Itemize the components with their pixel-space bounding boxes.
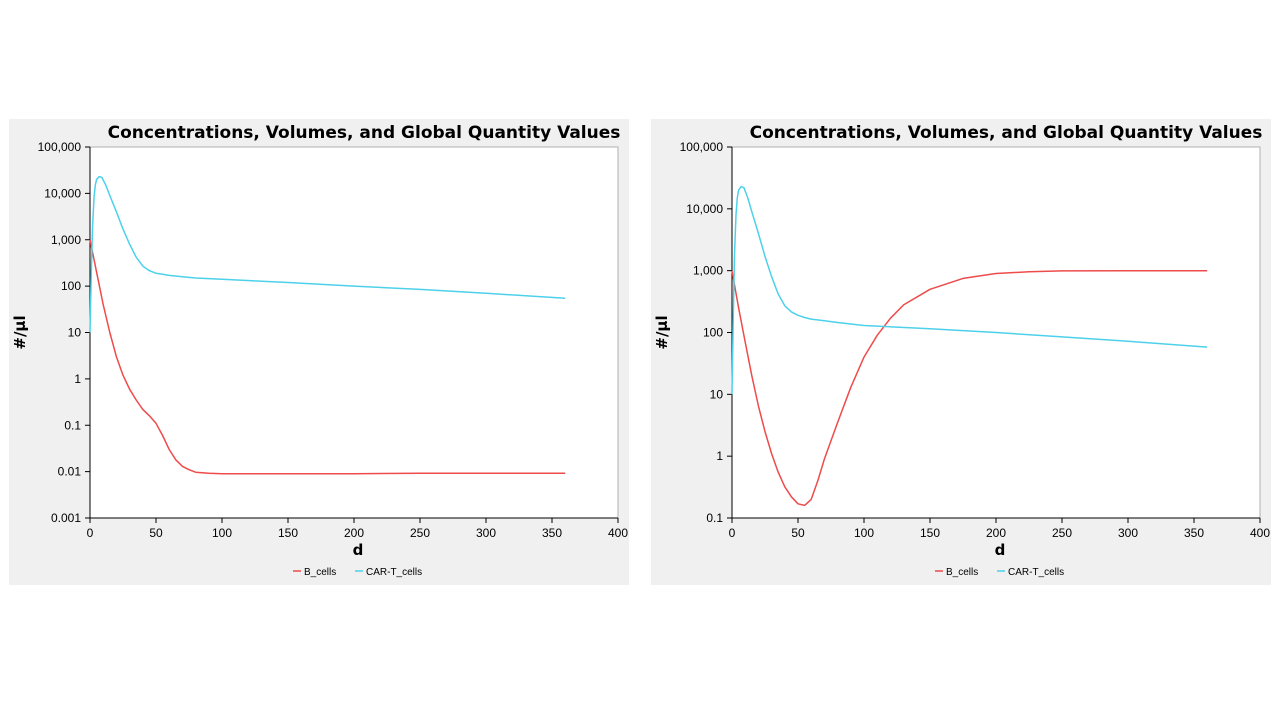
y-tick-label: 0.1 bbox=[64, 418, 81, 432]
x-tick-label: 100 bbox=[212, 526, 232, 540]
series-line-b-cells bbox=[89, 239, 566, 475]
x-tick-label: 50 bbox=[791, 526, 805, 540]
series-line-car-t-cells bbox=[89, 175, 566, 333]
y-tick-label: 100,000 bbox=[38, 140, 82, 154]
chart-title: Concentrations, Volumes, and Global Quan… bbox=[108, 123, 621, 143]
chart-left: Concentrations, Volumes, and Global Quan… bbox=[11, 123, 628, 578]
x-axis-title: d bbox=[995, 541, 1006, 559]
legend-label: B_cells bbox=[946, 567, 978, 578]
y-tick-label: 1 bbox=[716, 449, 723, 463]
y-tick-label: 0.1 bbox=[706, 511, 723, 525]
series-line-car-t-cells bbox=[731, 185, 1208, 395]
y-tick-label: 0.001 bbox=[51, 511, 81, 525]
x-tick-label: 250 bbox=[410, 526, 430, 540]
y-tick-label: 100 bbox=[61, 279, 81, 293]
y-tick-label: 0.01 bbox=[58, 465, 82, 479]
x-tick-label: 250 bbox=[1052, 526, 1072, 540]
x-tick-label: 200 bbox=[986, 526, 1006, 540]
y-axis-title: #/µl bbox=[653, 315, 671, 349]
x-tick-label: 400 bbox=[608, 526, 628, 540]
x-tick-label: 50 bbox=[149, 526, 163, 540]
x-tick-label: 350 bbox=[1184, 526, 1204, 540]
x-tick-label: 350 bbox=[542, 526, 562, 540]
x-tick-label: 400 bbox=[1250, 526, 1270, 540]
y-tick-label: 10,000 bbox=[686, 202, 723, 216]
legend-label: CAR-T_cells bbox=[366, 567, 422, 578]
x-tick-label: 0 bbox=[729, 526, 736, 540]
y-tick-label: 10 bbox=[68, 326, 82, 340]
legend-label: CAR-T_cells bbox=[1008, 567, 1064, 578]
chart-panel-left: Concentrations, Volumes, and Global Quan… bbox=[9, 119, 629, 585]
y-tick-label: 1 bbox=[74, 372, 81, 386]
x-tick-label: 0 bbox=[87, 526, 94, 540]
x-tick-label: 100 bbox=[854, 526, 874, 540]
chart-panel-right: Concentrations, Volumes, and Global Quan… bbox=[651, 119, 1271, 585]
y-tick-label: 100 bbox=[703, 326, 723, 340]
legend-label: B_cells bbox=[304, 567, 336, 578]
series-line-b-cells bbox=[731, 269, 1208, 507]
y-tick-label: 1,000 bbox=[51, 233, 81, 247]
plot-area bbox=[89, 146, 619, 519]
x-tick-label: 200 bbox=[344, 526, 364, 540]
y-tick-label: 1,000 bbox=[693, 264, 723, 278]
x-axis-title: d bbox=[353, 541, 364, 559]
chart-right: Concentrations, Volumes, and Global Quan… bbox=[653, 123, 1270, 578]
y-axis-title: #/µl bbox=[11, 315, 29, 349]
chart-title: Concentrations, Volumes, and Global Quan… bbox=[750, 123, 1263, 143]
y-tick-label: 100,000 bbox=[680, 140, 724, 154]
y-tick-label: 10 bbox=[710, 387, 724, 401]
y-tick-label: 10,000 bbox=[44, 186, 81, 200]
x-tick-label: 300 bbox=[1118, 526, 1138, 540]
x-tick-label: 150 bbox=[278, 526, 298, 540]
x-tick-label: 150 bbox=[920, 526, 940, 540]
x-tick-label: 300 bbox=[476, 526, 496, 540]
